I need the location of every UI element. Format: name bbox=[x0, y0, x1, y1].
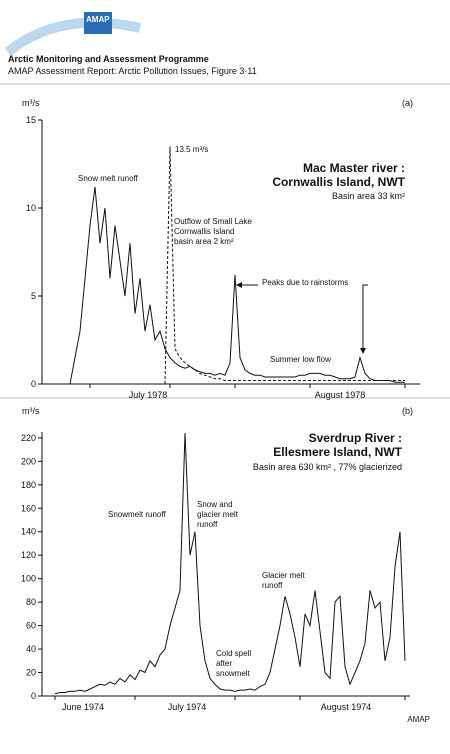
annotation: after bbox=[216, 659, 232, 668]
y-tick-label: 5 bbox=[31, 291, 36, 301]
panel-title: Ellesmere Island, NWT bbox=[273, 445, 402, 459]
data-line bbox=[54, 433, 406, 695]
logo-arc bbox=[4, 17, 142, 56]
annotation: runoff bbox=[197, 520, 218, 529]
y-tick-label: 10 bbox=[26, 203, 36, 213]
annotation: basin area 2 km² bbox=[174, 237, 234, 246]
panel-label: (a) bbox=[402, 98, 413, 108]
annotation: Glacier melt bbox=[262, 571, 305, 580]
y-label: m³/s bbox=[22, 98, 40, 108]
panel-subtitle: Basin area 630 km² , 77% glacierized bbox=[253, 462, 402, 472]
y-tick-label: 60 bbox=[26, 621, 36, 631]
arrow-head bbox=[236, 282, 242, 288]
panel-title: Mac Master river : bbox=[303, 161, 405, 175]
x-tick-label: August 1974 bbox=[321, 702, 372, 712]
logo-text: AMAP bbox=[86, 15, 110, 24]
y-tick-label: 100 bbox=[21, 574, 36, 584]
annotation: Peaks due to rainstorms bbox=[262, 278, 348, 287]
panel-label: (b) bbox=[402, 406, 413, 416]
y-tick-label: 180 bbox=[21, 480, 36, 490]
y-tick-label: 160 bbox=[21, 503, 36, 513]
y-tick-label: 40 bbox=[26, 644, 36, 654]
x-tick-label: July 1978 bbox=[129, 390, 168, 400]
y-tick-label: 200 bbox=[21, 456, 36, 466]
panel-title: Cornwallis Island, NWT bbox=[272, 175, 405, 189]
x-tick-label: August 1978 bbox=[315, 390, 366, 400]
y-tick-label: 80 bbox=[26, 597, 36, 607]
y-tick-label: 120 bbox=[21, 550, 36, 560]
annotation: Cornwallis Island bbox=[174, 227, 234, 236]
x-tick-label: July 1974 bbox=[168, 702, 207, 712]
annotation: runoff bbox=[262, 581, 283, 590]
footer: AMAP bbox=[407, 715, 430, 724]
logo-box bbox=[84, 12, 112, 34]
y-tick-label: 0 bbox=[31, 379, 36, 389]
data-line bbox=[69, 186, 405, 384]
annotation: snowmelt bbox=[216, 669, 251, 678]
y-tick-label: 20 bbox=[26, 668, 36, 678]
data-line bbox=[164, 146, 405, 384]
annotation: Outflow of Small Lake bbox=[174, 217, 252, 226]
annotation: Snow melt runoff bbox=[78, 174, 139, 183]
annotation: glacier melt bbox=[197, 510, 239, 519]
annotation: Summer low flow bbox=[270, 355, 331, 364]
y-tick-label: 0 bbox=[31, 691, 36, 701]
y-tick-label: 140 bbox=[21, 527, 36, 537]
annotation: Snow and bbox=[197, 500, 233, 509]
annotation: 13.5 m³/s bbox=[175, 145, 208, 154]
y-tick-label: 15 bbox=[26, 115, 36, 125]
annotation: Cold spell bbox=[216, 649, 251, 658]
panel-title: Sverdrup River : bbox=[309, 431, 402, 445]
y-tick-label: 220 bbox=[21, 433, 36, 443]
y-label: m³/s bbox=[22, 406, 40, 416]
annotation: Snowmelt runoff bbox=[108, 510, 166, 519]
panel-subtitle: Basin area 33 km² bbox=[332, 191, 405, 201]
arrow-head bbox=[360, 348, 366, 354]
x-tick-label: June 1974 bbox=[62, 702, 104, 712]
header-subtitle: AMAP Assessment Report: Arctic Pollution… bbox=[8, 66, 257, 76]
header-title: Arctic Monitoring and Assessment Program… bbox=[8, 54, 209, 64]
arrow bbox=[362, 284, 368, 350]
